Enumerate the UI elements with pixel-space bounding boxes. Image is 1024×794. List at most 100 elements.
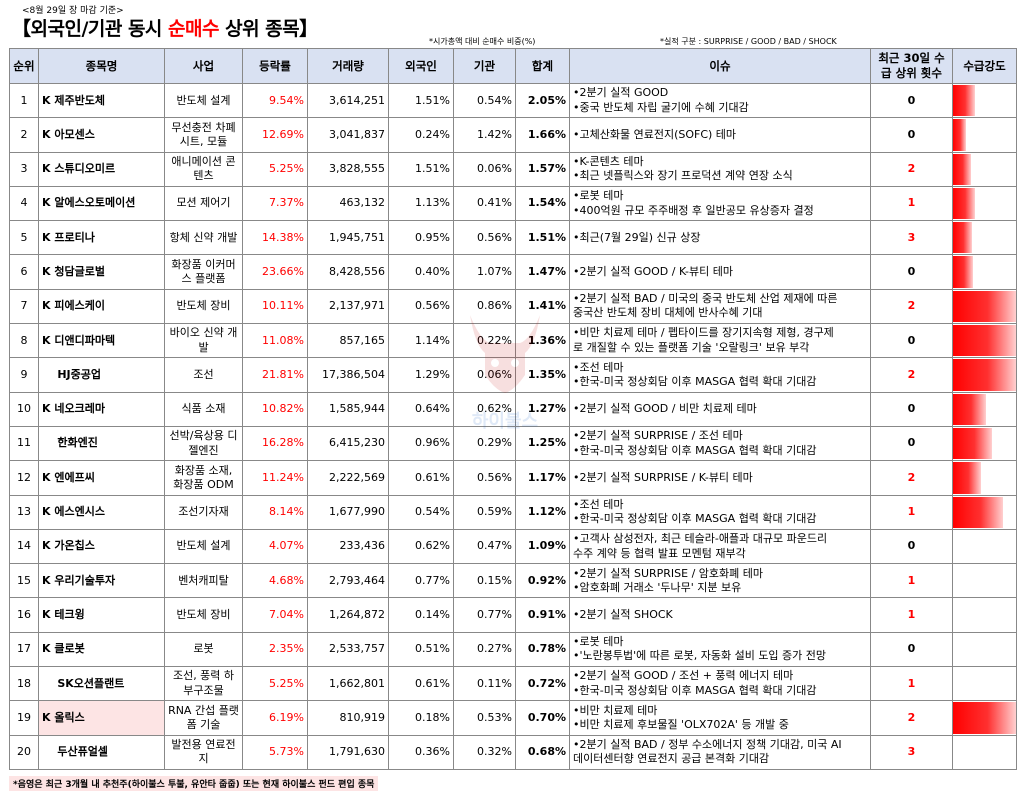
business-cell: 조선기자재: [164, 494, 243, 530]
volume-cell: 3,041,837: [307, 117, 389, 153]
rank-cell: 16: [9, 597, 39, 633]
business-cell: 반도체 설계: [164, 528, 243, 565]
stock-name-cell: K 디앤디파마텍: [38, 323, 165, 359]
issue-cell: •2분기 실적 GOOD / 비만 치료제 테마: [569, 391, 871, 427]
supply-strength-cell: [952, 494, 1017, 530]
institution-cell: 0.29%: [453, 425, 516, 462]
column-header: 순위: [9, 48, 39, 84]
change-rate-cell: 9.54%: [242, 82, 308, 119]
change-rate-cell: 21.81%: [242, 357, 308, 393]
stock-name-cell: K 스튜디오미르: [38, 151, 165, 187]
stock-name-cell: K 알에스오토메이션: [38, 185, 165, 222]
market-label: K: [42, 93, 51, 107]
foreign-cell: 0.24%: [388, 117, 454, 153]
issue-cell: •로봇 테마 •'노란봉투법'에 따른 로봇, 자동화 설비 도입 증가 전망: [569, 631, 871, 668]
supply-count-cell: 3: [870, 734, 953, 770]
table-row: 17 K 클로봇 로봇 2.35% 2,533,757 0.51% 0.27% 0.78% •로…: [9, 631, 1017, 668]
rank-cell: 6: [9, 254, 39, 290]
header-row: 순위 종목명 사업 등락률 거래량 외국인 기관 합계 이슈 최근 30일 수급 상위 횟수 수급강…: [9, 48, 1017, 84]
institution-cell: 1.42%: [453, 117, 516, 153]
stock-name: 아모센스: [54, 127, 95, 141]
institution-cell: 0.32%: [453, 734, 516, 770]
issue-line: •고객사 삼성전자, 최근 테슬라-애플과 대규모 파운드리: [573, 532, 828, 546]
change-rate-cell: 4.68%: [242, 563, 308, 599]
issue-line: •'노란봉투법'에 따른 로봇, 자동화 설비 도입 증가 전망: [573, 649, 827, 663]
institution-cell: 1.07%: [453, 254, 516, 290]
foreign-cell: 0.36%: [388, 734, 454, 770]
issue-cell: •조선 테마 •한국-미국 정상회담 이후 MASGA 협력 확대 기대감: [569, 357, 871, 393]
issue-cell: •고체산화물 연료전지(SOFC) 테마: [569, 117, 871, 153]
market-label: K: [42, 264, 51, 278]
stock-name: 클로봇: [54, 642, 85, 656]
supply-count-cell: 2: [870, 460, 953, 496]
institution-cell: 0.47%: [453, 528, 516, 565]
rank-cell: 12: [9, 460, 39, 496]
stock-name: 한화엔진: [57, 436, 98, 450]
stock-name-cell: K 제주반도체: [38, 82, 165, 119]
issue-cell: •조선 테마 •한국-미국 정상회담 이후 MASGA 협력 확대 기대감: [569, 494, 871, 530]
rank-cell: 2: [9, 117, 39, 153]
strength-bar: [953, 153, 971, 185]
issue-cell: •2분기 실적 GOOD / K-뷰티 테마: [569, 254, 871, 290]
stock-name-cell: K 클로봇: [38, 631, 165, 668]
issue-cell: •2분기 실적 GOOD / 조선 + 풍력 에너지 테마 •한국-미국 정상회담…: [569, 666, 871, 702]
stock-name-cell: 한화엔진: [38, 425, 165, 462]
total-cell: 1.36%: [515, 323, 570, 359]
change-rate-cell: 14.38%: [242, 220, 308, 256]
total-cell: 1.35%: [515, 357, 570, 393]
rank-cell: 13: [9, 494, 39, 530]
table-row: 15 K 우리기술투자 벤처캐피탈 4.68% 2,793,464 0.77% 0.15% 0…: [9, 563, 1017, 599]
total-cell: 0.91%: [515, 597, 570, 633]
supply-strength-cell: [952, 734, 1017, 770]
institution-cell: 0.06%: [453, 151, 516, 187]
rank-cell: 7: [9, 288, 39, 325]
table-row: 9 HJ중공업 조선 21.81% 17,386,504 1.29% 0.06% 1.35%…: [9, 357, 1017, 393]
rank-cell: 10: [9, 391, 39, 427]
table-row: 14 K 가온칩스 반도체 설계 4.07% 233,436 0.62% 0.47% 1.09…: [9, 528, 1017, 565]
supply-count-cell: 2: [870, 151, 953, 187]
institution-cell: 0.86%: [453, 288, 516, 325]
column-header: 거래량: [307, 48, 389, 84]
issue-cell: •비만 치료제 테마 / 펩타이드를 장기지속형 제형, 경구제 로 개질할 수 …: [569, 323, 871, 359]
institution-cell: 0.56%: [453, 460, 516, 496]
table-row: 20 두산퓨얼셀 발전용 연료전지 5.73% 1,791,630 0.36% 0.32%…: [9, 734, 1017, 770]
foreign-cell: 0.62%: [388, 528, 454, 565]
column-header: 이슈: [569, 48, 871, 84]
market-label: K: [42, 196, 51, 210]
stock-name: 알에스오토메이션: [54, 196, 136, 210]
issue-line: •로봇 테마: [573, 635, 624, 649]
volume-cell: 1,791,630: [307, 734, 389, 770]
issue-cell: •고객사 삼성전자, 최근 테슬라-애플과 대규모 파운드리 수주 계약 등 협력…: [569, 528, 871, 565]
issue-line: 수주 계약 등 협력 발표 모멘텀 재부각: [573, 546, 746, 560]
issue-line: 중국산 반도체 장비 대체에 반사수혜 기대: [573, 306, 763, 320]
supply-count-cell: 1: [870, 597, 953, 633]
market-label: K: [42, 470, 51, 484]
volume-cell: 2,793,464: [307, 563, 389, 599]
rank-cell: 3: [9, 151, 39, 187]
change-rate-cell: 11.08%: [242, 323, 308, 359]
column-header: 수급강도: [952, 48, 1017, 84]
stock-name: 우리기술투자: [54, 573, 116, 587]
foreign-cell: 0.40%: [388, 254, 454, 290]
issue-line: •한국-미국 정상회담 이후 MASGA 협력 확대 기대감: [573, 512, 817, 526]
foreign-cell: 0.96%: [388, 425, 454, 462]
volume-cell: 2,222,569: [307, 460, 389, 496]
rank-cell: 11: [9, 425, 39, 462]
total-cell: 1.09%: [515, 528, 570, 565]
total-cell: 1.12%: [515, 494, 570, 530]
supply-strength-cell: [952, 82, 1017, 119]
foreign-cell: 1.51%: [388, 151, 454, 187]
total-cell: 0.68%: [515, 734, 570, 770]
change-rate-cell: 10.11%: [242, 288, 308, 325]
foreign-cell: 1.13%: [388, 185, 454, 222]
institution-cell: 0.41%: [453, 185, 516, 222]
issue-line: •2분기 실적 SURPRISE / 암호화폐 테마: [573, 566, 764, 580]
supply-strength-cell: [952, 460, 1017, 496]
foreign-cell: 0.95%: [388, 220, 454, 256]
stock-name: 가온칩스: [54, 539, 95, 553]
issue-cell: •2분기 실적 BAD / 미국의 중국 반도체 산업 제재에 따른 중국산 반도…: [569, 288, 871, 325]
